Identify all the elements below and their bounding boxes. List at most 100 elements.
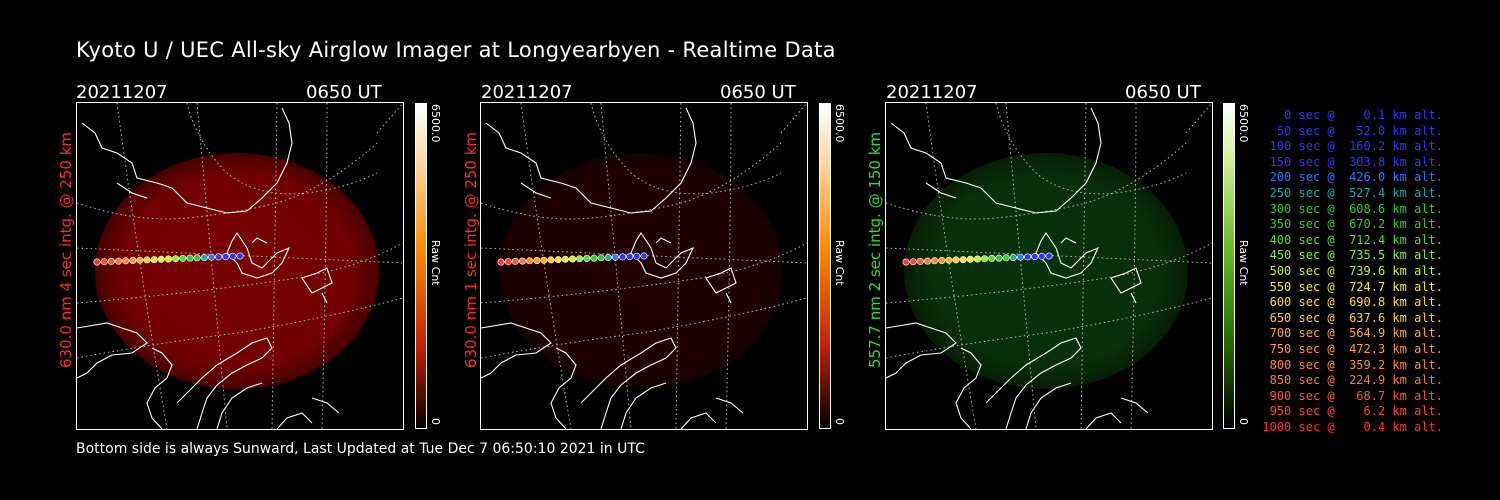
trajectory-point bbox=[569, 255, 577, 263]
footer-status: Bottom side is always Sunward, Last Upda… bbox=[76, 441, 645, 457]
trajectory-point bbox=[215, 253, 223, 261]
trajectory-point bbox=[561, 255, 569, 263]
trajectory-point bbox=[193, 254, 201, 262]
trajectory-point bbox=[533, 257, 541, 265]
airglow-field bbox=[95, 153, 379, 389]
panel-2-date: 20211207 bbox=[481, 82, 573, 103]
latlon-grid-line bbox=[77, 297, 403, 359]
trajectory-legend-row: 500 sec @ 739.6 km alt. bbox=[1262, 263, 1443, 278]
trajectory-point bbox=[583, 254, 591, 262]
coastline bbox=[955, 347, 982, 429]
airglow-field bbox=[499, 153, 783, 389]
trajectory-legend-row: 800 sec @ 359.2 km alt. bbox=[1262, 357, 1443, 372]
coastline bbox=[1035, 231, 1100, 279]
trajectory-legend-row: 150 sec @ 303.8 km alt. bbox=[1262, 154, 1443, 169]
trajectory-point bbox=[143, 256, 151, 264]
coastline bbox=[176, 337, 273, 429]
trajectory-legend-row: 750 sec @ 472.3 km alt. bbox=[1262, 341, 1443, 356]
coastline bbox=[216, 382, 263, 429]
panel-3-allsky-image bbox=[885, 102, 1213, 430]
trajectory-legend: 0 sec @ 0.1 km alt. 50 sec @ 52.0 km alt… bbox=[1262, 108, 1443, 435]
trajectory-point bbox=[547, 256, 555, 264]
trajectory-legend-row: 0 sec @ 0.1 km alt. bbox=[1262, 108, 1443, 122]
panel-3-colorbar bbox=[1223, 103, 1235, 429]
latlon-grid-line bbox=[600, 103, 632, 429]
trajectory-point bbox=[1024, 253, 1032, 261]
panel-2-colorbar-max: 6500.0 bbox=[833, 104, 846, 143]
trajectory-point bbox=[200, 254, 208, 262]
coastline bbox=[655, 237, 672, 244]
coastline bbox=[485, 107, 697, 214]
panel-2-wavelength-label: 630.0 nm 1 sec intg. @ 250 km bbox=[462, 131, 480, 368]
panel-3-time: 0650 UT bbox=[1125, 82, 1201, 103]
trajectory-legend-row: 200 sec @ 426.0 km alt. bbox=[1262, 170, 1443, 185]
trajectory-point bbox=[597, 254, 605, 262]
latlon-grid-line bbox=[886, 297, 1212, 359]
panel-1-date: 20211207 bbox=[76, 82, 168, 103]
coastline bbox=[321, 292, 328, 304]
trajectory-point bbox=[916, 257, 924, 265]
trajectory-point bbox=[959, 256, 967, 264]
trajectory-point bbox=[633, 252, 641, 260]
panel-1-colorbar-min: 0 bbox=[429, 418, 442, 425]
trajectory-point bbox=[626, 253, 634, 261]
coastline bbox=[146, 347, 173, 429]
page-title: Kyoto U / UEC All-sky Airglow Imager at … bbox=[76, 38, 836, 62]
trajectory-point bbox=[1045, 252, 1053, 260]
panel-1-wavelength-label: 630.0 nm 4 sec intg. @ 250 km bbox=[57, 131, 75, 368]
trajectory-point bbox=[640, 252, 648, 260]
trajectory-legend-row: 700 sec @ 564.9 km alt. bbox=[1262, 326, 1443, 341]
coastline bbox=[620, 382, 667, 429]
panel-1-colorbar bbox=[415, 103, 427, 429]
panel-3-colorbar-unit: Raw Cnt bbox=[1237, 240, 1250, 286]
trajectory-legend-row: 300 sec @ 608.6 km alt. bbox=[1262, 201, 1443, 216]
coastline bbox=[226, 231, 291, 279]
trajectory-point bbox=[611, 253, 619, 261]
trajectory-point bbox=[945, 256, 953, 264]
trajectory-point bbox=[172, 255, 180, 263]
trajectory-point bbox=[526, 257, 534, 265]
panel-2-colorbar bbox=[819, 103, 831, 429]
trajectory-legend-row: 1000 sec @ 0.4 km alt. bbox=[1262, 419, 1443, 434]
panel-1-allsky-image bbox=[76, 102, 404, 430]
coastline bbox=[1085, 412, 1122, 429]
latlon-grid-line bbox=[196, 103, 228, 429]
trajectory-legend-row: 650 sec @ 637.6 km alt. bbox=[1262, 310, 1443, 325]
coastline bbox=[725, 292, 732, 304]
trajectory-point bbox=[222, 253, 230, 261]
trajectory-point bbox=[974, 255, 982, 263]
trajectory-point bbox=[590, 254, 598, 262]
trajectory-point bbox=[122, 257, 130, 265]
trajectory-point bbox=[1016, 253, 1024, 261]
trajectory-point bbox=[179, 254, 187, 262]
panel-2-time: 0650 UT bbox=[720, 82, 796, 103]
trajectory-point bbox=[229, 252, 237, 260]
trajectory-point bbox=[150, 256, 158, 264]
trajectory-point bbox=[1031, 253, 1039, 261]
trajectory-legend-row: 400 sec @ 712.4 km alt. bbox=[1262, 232, 1443, 247]
panel-3-colorbar-min: 0 bbox=[1237, 418, 1250, 425]
trajectory-point bbox=[938, 257, 946, 265]
trajectory-point bbox=[129, 257, 137, 265]
coastline bbox=[311, 397, 340, 414]
coastline bbox=[550, 347, 577, 429]
coastline bbox=[890, 107, 1102, 214]
trajectory-point bbox=[554, 256, 562, 264]
trajectory-point bbox=[1038, 252, 1046, 260]
trajectory-legend-row: 50 sec @ 52.0 km alt. bbox=[1262, 123, 1443, 138]
trajectory-point bbox=[207, 253, 215, 261]
coastline bbox=[1130, 292, 1137, 304]
trajectory-point bbox=[518, 257, 526, 265]
trajectory-legend-row: 950 sec @ 6.2 km alt. bbox=[1262, 404, 1443, 419]
latlon-grid-line bbox=[1080, 103, 1087, 429]
coastline bbox=[580, 337, 677, 429]
panel-1-colorbar-max: 6500.0 bbox=[429, 104, 442, 143]
airglow-field bbox=[904, 153, 1188, 389]
trajectory-point bbox=[902, 258, 910, 266]
coastline bbox=[985, 337, 1082, 429]
trajectory-point bbox=[966, 255, 974, 263]
trajectory-point bbox=[923, 257, 931, 265]
trajectory-legend-row: 900 sec @ 68.7 km alt. bbox=[1262, 388, 1443, 403]
panel-1-time: 0650 UT bbox=[306, 82, 382, 103]
panel-2-allsky-image bbox=[480, 102, 808, 430]
